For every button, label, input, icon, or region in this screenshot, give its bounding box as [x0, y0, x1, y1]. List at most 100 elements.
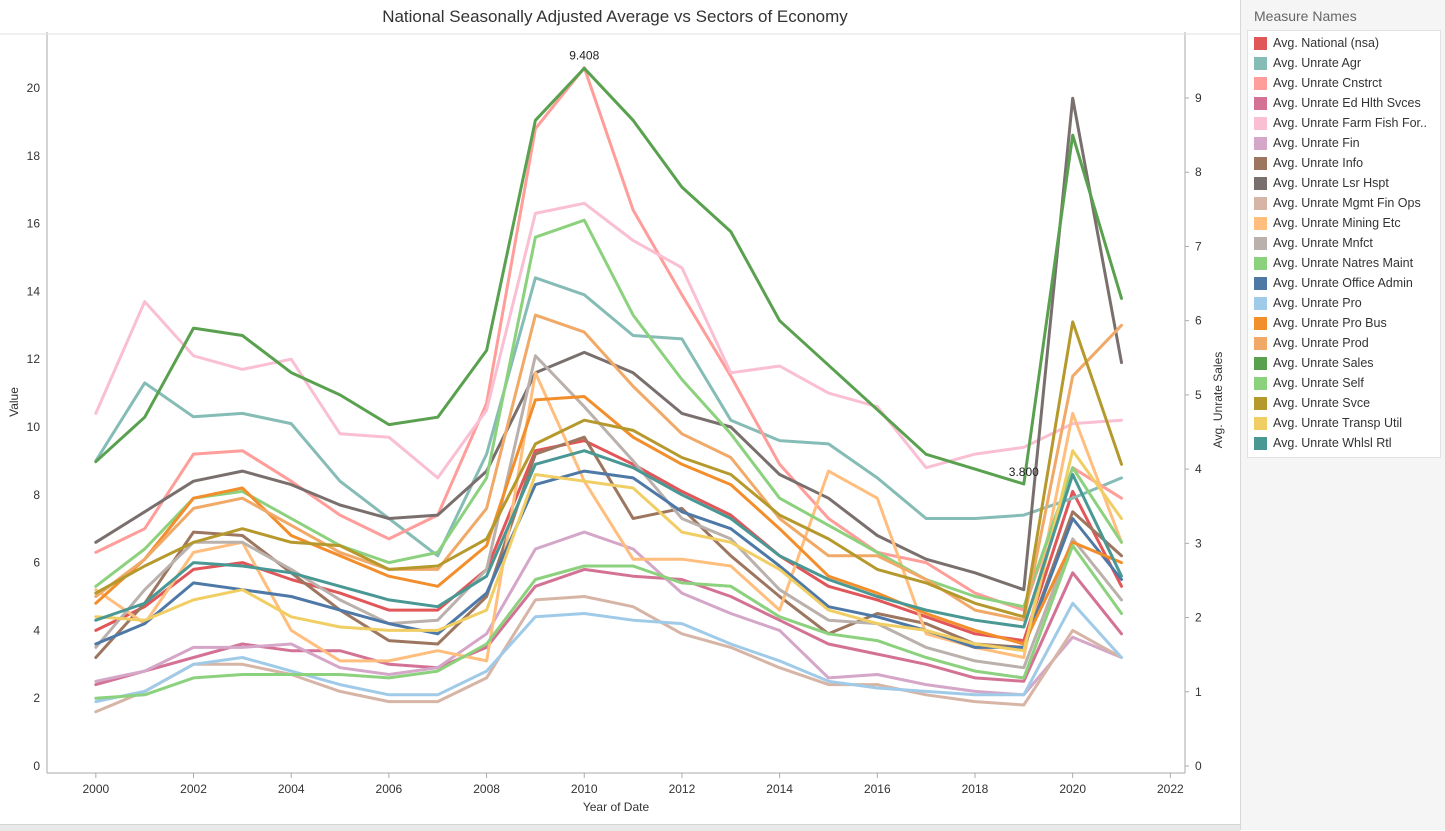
y2-tick-label: 3: [1195, 536, 1202, 550]
y-tick-label: 4: [33, 623, 40, 637]
series-line-avg-unrate-prod: [94, 313, 1123, 622]
x-tick-label: 2002: [180, 782, 207, 796]
legend-item[interactable]: Avg. Unrate Svce: [1248, 393, 1440, 413]
y2-tick-label: 9: [1195, 91, 1202, 105]
series-line-avg-unrate-mgmt-fin-ops: [94, 595, 1123, 714]
series-line-avg-unrate-sales: [94, 66, 1123, 486]
legend-item[interactable]: Avg. Unrate Agr: [1248, 53, 1440, 73]
series-line-avg-unrate-svce: [94, 320, 1123, 619]
series-lines: [94, 66, 1123, 714]
legend-swatch: [1254, 376, 1267, 390]
legend-item[interactable]: Avg. Unrate Cnstrct: [1248, 73, 1440, 93]
legend-item[interactable]: Avg. Unrate Lsr Hspt: [1248, 173, 1440, 193]
x-tick-label: 2014: [766, 782, 793, 796]
legend-label: Avg. Unrate Pro: [1273, 296, 1362, 310]
data-label: 3.800: [1009, 465, 1039, 479]
x-tick-label: 2006: [376, 782, 403, 796]
legend-label: Avg. Unrate Ed Hlth Svces: [1273, 96, 1421, 110]
y-axis-label: Value: [7, 387, 21, 417]
y2-tick-label: 4: [1195, 462, 1202, 476]
y-tick-label: 8: [33, 488, 40, 502]
legend-label: Avg. Unrate Pro Bus: [1273, 316, 1387, 330]
legend-label: Avg. Unrate Self: [1273, 376, 1364, 390]
series-line-avg-unrate-ed-hlth-svces: [94, 567, 1123, 687]
legend-label: Avg. Unrate Lsr Hspt: [1273, 176, 1389, 190]
bottom-scrollbar: [0, 824, 1240, 831]
legend-item[interactable]: Avg. Unrate Prod: [1248, 333, 1440, 353]
x-tick-label: 2004: [278, 782, 305, 796]
legend-swatch: [1254, 36, 1267, 50]
legend-label: Avg. Unrate Fin: [1273, 136, 1360, 150]
legend-swatch: [1254, 56, 1267, 70]
series-line-avg-unrate-office-admin: [94, 469, 1123, 649]
legend-item[interactable]: Avg. Unrate Pro Bus: [1248, 313, 1440, 333]
legend-swatch: [1254, 416, 1267, 430]
legend-label: Avg. Unrate Farm Fish For..: [1273, 116, 1427, 130]
legend-label: Avg. Unrate Cnstrct: [1273, 76, 1382, 90]
legend-item[interactable]: Avg. Unrate Farm Fish For..: [1248, 113, 1440, 133]
legend-label: Avg. Unrate Mgmt Fin Ops: [1273, 196, 1421, 210]
y-tick-label: 10: [27, 420, 41, 434]
legend-swatch: [1254, 336, 1267, 350]
legend-item[interactable]: Avg. Unrate Mnfct: [1248, 233, 1440, 253]
series-line-avg-unrate-pro: [94, 601, 1123, 704]
legend-item[interactable]: Avg. Unrate Mgmt Fin Ops: [1248, 193, 1440, 213]
legend-swatch: [1254, 216, 1267, 230]
y2-tick-label: 8: [1195, 165, 1202, 179]
legend-item[interactable]: Avg. Unrate Self: [1248, 373, 1440, 393]
legend-swatch: [1254, 136, 1267, 150]
legend-swatch: [1254, 256, 1267, 270]
y2-tick-label: 0: [1195, 759, 1202, 773]
legend-item[interactable]: Avg. Unrate Mining Etc: [1248, 213, 1440, 233]
x-axis-label: Year of Date: [583, 800, 650, 814]
y-tick-label: 14: [27, 284, 41, 298]
series-line-avg-unrate-lsr-hspt: [94, 96, 1123, 592]
legend-item[interactable]: Avg. Unrate Ed Hlth Svces: [1248, 93, 1440, 113]
x-tick-label: 2022: [1157, 782, 1184, 796]
legend-label: Avg. Unrate Mnfct: [1273, 236, 1373, 250]
legend-item[interactable]: Avg. Unrate Pro: [1248, 293, 1440, 313]
legend-item[interactable]: Avg. Unrate Transp Util: [1248, 413, 1440, 433]
legend-swatch: [1254, 76, 1267, 90]
series-line-avg-unrate-agr: [94, 276, 1123, 558]
legend-label: Avg. Unrate Whlsl Rtl: [1273, 436, 1392, 450]
x-tick-label: 2010: [571, 782, 598, 796]
legend-item[interactable]: Avg. Unrate Sales: [1248, 353, 1440, 373]
legend-item[interactable]: Avg. Unrate Whlsl Rtl: [1248, 433, 1440, 453]
y-tick-label: 12: [27, 352, 41, 366]
series-line-avg-unrate-mnfct: [94, 354, 1123, 670]
x-tick-label: 2008: [473, 782, 500, 796]
x-tick-label: 2016: [864, 782, 891, 796]
legend-label: Avg. Unrate Natres Maint: [1273, 256, 1414, 270]
legend-item[interactable]: Avg. National (nsa): [1248, 33, 1440, 53]
legend-label: Avg. Unrate Svce: [1273, 396, 1371, 410]
legend-label: Avg. Unrate Prod: [1273, 336, 1369, 350]
legend-swatch: [1254, 276, 1267, 290]
legend-label: Avg. Unrate Transp Util: [1273, 416, 1402, 430]
legend-list: Avg. National (nsa) Avg. Unrate Agr Avg. U…: [1247, 30, 1441, 458]
legend-swatch: [1254, 396, 1267, 410]
y-tick-label: 18: [27, 149, 41, 163]
legend-item[interactable]: Avg. Unrate Info: [1248, 153, 1440, 173]
y2-tick-label: 2: [1195, 611, 1202, 625]
legend-swatch: [1254, 196, 1267, 210]
legend-swatch: [1254, 156, 1267, 170]
y2-axis-label: Avg. Unrate Sales: [1211, 352, 1225, 449]
series-line-avg-unrate-cnstrct: [94, 66, 1123, 612]
legend-title: Measure Names: [1254, 8, 1357, 24]
legend-label: Avg. National (nsa): [1273, 36, 1380, 50]
y2-tick-label: 7: [1195, 239, 1202, 253]
legend-item[interactable]: Avg. Unrate Fin: [1248, 133, 1440, 153]
y-tick-label: 16: [27, 217, 41, 231]
line-chart: National Seasonally Adjusted Average vs …: [0, 7, 1240, 814]
annotations: 9.408 3.800: [569, 49, 1039, 479]
series-line-avg-unrate-self: [94, 544, 1123, 700]
series-line-avg-unrate-natres-maint: [94, 218, 1123, 609]
legend-label: Avg. Unrate Sales: [1273, 356, 1374, 370]
legend-label: Avg. Unrate Office Admin: [1273, 276, 1413, 290]
legend-item[interactable]: Avg. Unrate Natres Maint: [1248, 253, 1440, 273]
series-line-avg-unrate-fin: [94, 530, 1123, 697]
y-tick-label: 6: [33, 556, 40, 570]
y2-tick-label: 6: [1195, 314, 1202, 328]
legend-item[interactable]: Avg. Unrate Office Admin: [1248, 273, 1440, 293]
